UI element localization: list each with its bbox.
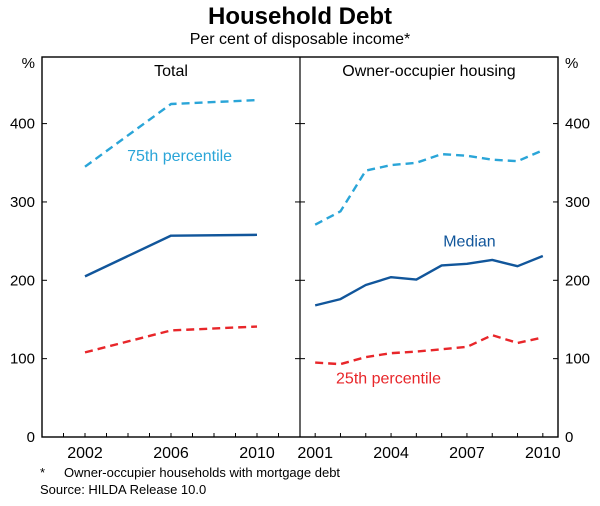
y-axis-unit-left: %: [22, 55, 35, 72]
series-line-25th-percentile: [315, 333, 544, 366]
footnotes: * Owner-occupier households with mortgage…: [40, 464, 340, 498]
footnote-text: Owner-occupier households with mortgage …: [64, 465, 341, 480]
footnote-source: Source: HILDA Release 10.0: [40, 482, 207, 497]
y-tick-label-right: 300: [565, 194, 590, 211]
series-label-25th-percentile: 25th percentile: [336, 371, 441, 388]
y-tick-label-right: 100: [565, 351, 590, 368]
y-axis-unit-right: %: [565, 55, 578, 72]
series-line-median: [84, 233, 258, 278]
series-label-75th-percentile: 75th percentile: [127, 148, 232, 165]
series-line-75th-percentile: [314, 149, 544, 226]
y-tick-label-left: 200: [10, 272, 35, 289]
x-tick-label: 2007: [449, 445, 485, 462]
chart-title: Household Debt: [208, 3, 392, 30]
x-tick-label: 2006: [153, 445, 189, 462]
y-tick-label-left: 400: [10, 116, 35, 133]
y-tick-label-left: 300: [10, 194, 35, 211]
x-tick-label: 2004: [373, 445, 409, 462]
chart-subtitle: Per cent of disposable income*: [189, 31, 411, 48]
x-tick-label: 2001: [297, 445, 333, 462]
x-tick-label: 2010: [525, 445, 561, 462]
series-line-median: [314, 254, 544, 307]
panel-label: Total: [154, 63, 188, 80]
footnote-line: * Owner-occupier households with mortgage…: [40, 464, 340, 481]
y-tick-label-right: 200: [565, 272, 590, 289]
series-line-25th-percentile: [84, 325, 258, 354]
series-label-median: Median: [443, 234, 495, 251]
y-tick-label-left: 100: [10, 351, 35, 368]
x-tick-label: 2010: [239, 445, 275, 462]
y-tick-label-left: 0: [27, 429, 35, 446]
series-line-75th-percentile: [84, 98, 258, 168]
x-tick-label: 2002: [67, 445, 103, 462]
y-tick-label-right: 0: [565, 429, 573, 446]
footnote-marker: *: [40, 465, 46, 480]
panel-label: Owner-occupier housing: [342, 63, 515, 80]
y-tick-label-right: 400: [565, 116, 590, 133]
